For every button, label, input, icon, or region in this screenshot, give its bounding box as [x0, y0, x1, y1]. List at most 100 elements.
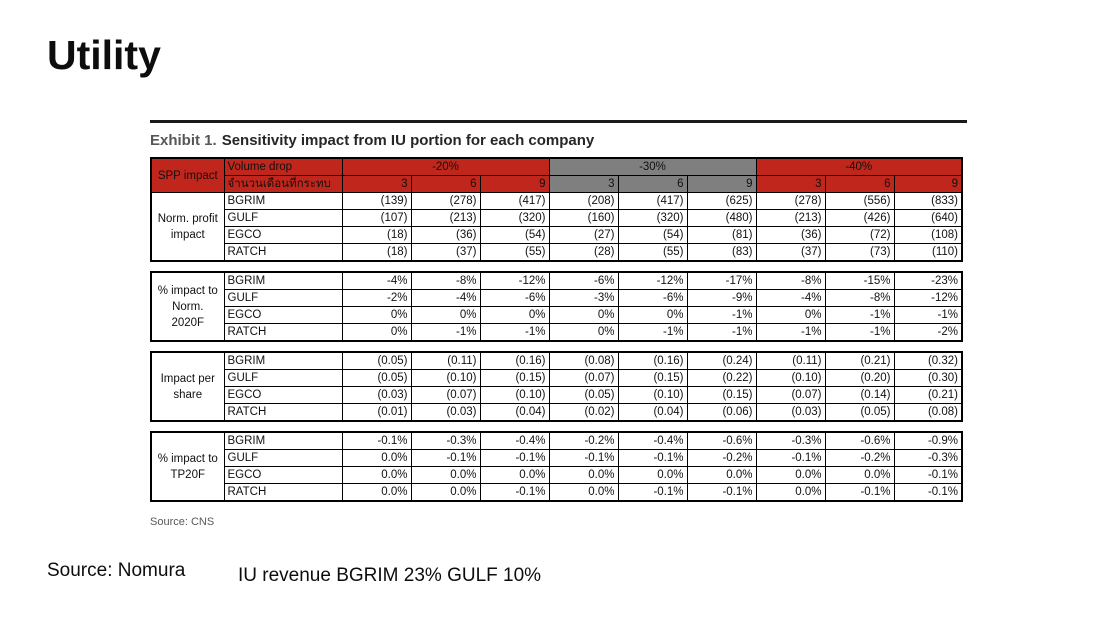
value-cell: (480)	[686, 209, 757, 227]
value-cell: 0%	[410, 306, 481, 324]
value-cell: -0.6%	[686, 431, 757, 450]
value-cell: 0.0%	[824, 466, 895, 484]
value-cell: (73)	[824, 243, 895, 262]
value-cell: -1%	[686, 306, 757, 324]
group-label-cell: % impact to TP20F	[150, 431, 225, 502]
value-cell: -8%	[824, 289, 895, 307]
value-cell: (28)	[548, 243, 619, 262]
value-cell: (108)	[893, 226, 963, 244]
table-row: RATCH 0% -1% -1% 0% -1% -1% -1% -1% -2%	[151, 323, 963, 342]
value-cell: (0.11)	[755, 351, 826, 370]
group-label-line: Impact per	[160, 372, 215, 385]
month-header-cell: 9	[479, 175, 550, 193]
value-cell: (0.10)	[617, 386, 688, 404]
value-cell: -0.1%	[617, 449, 688, 467]
value-cell: (0.11)	[410, 351, 481, 370]
value-cell: (0.16)	[479, 351, 550, 370]
value-cell: 0.0%	[548, 483, 619, 502]
group-label-line: TP20F	[170, 468, 205, 481]
value-cell: (160)	[548, 209, 619, 227]
value-cell: -0.1%	[893, 466, 963, 484]
value-cell: (0.04)	[479, 403, 550, 422]
value-cell: (107)	[341, 209, 412, 227]
value-cell: (833)	[893, 192, 963, 210]
table-row: RATCH (0.01) (0.03) (0.04) (0.02) (0.04) (0.06…	[151, 403, 963, 422]
group-label-line: % impact to	[157, 452, 218, 465]
value-cell: (0.32)	[893, 351, 963, 370]
table-row: RATCH 0.0% 0.0% -0.1% 0.0% -0.1% -0.1% 0.0% -0.1…	[151, 483, 963, 502]
company-cell: GULF	[223, 449, 343, 467]
value-cell: (0.07)	[410, 386, 481, 404]
value-cell: (0.20)	[824, 369, 895, 387]
group-label-line: Norm.	[172, 300, 204, 313]
month-header-cell: 6	[824, 175, 895, 193]
table-row: GULF -2% -4% -6% -3% -6% -9% -4% -8% -12%	[151, 289, 963, 307]
group-label-cell: Impact per share	[150, 351, 225, 422]
divider-line	[150, 120, 967, 123]
value-cell: (81)	[686, 226, 757, 244]
month-header-cell: 3	[755, 175, 826, 193]
value-cell: (278)	[410, 192, 481, 210]
value-cell: -1%	[479, 323, 550, 342]
value-cell: (0.06)	[686, 403, 757, 422]
table-row: GULF 0.0% -0.1% -0.1% -0.1% -0.1% -0.2% -0.1% -0…	[151, 449, 963, 467]
value-cell: -2%	[341, 289, 412, 307]
month-header-cell: 9	[893, 175, 963, 193]
value-cell: (83)	[686, 243, 757, 262]
exhibit-table-group-3: Impact per share BGRIM (0.05) (0.11) (0.16) (0…	[150, 351, 963, 422]
value-cell: -4%	[410, 289, 481, 307]
page-title: Utility	[47, 32, 161, 78]
value-cell: (0.10)	[479, 386, 550, 404]
value-cell: (0.24)	[686, 351, 757, 370]
company-cell: BGRIM	[223, 192, 343, 210]
value-cell: (54)	[617, 226, 688, 244]
exhibit-heading: Exhibit 1. Sensitivity impact from IU por…	[150, 132, 967, 149]
value-cell: (0.15)	[617, 369, 688, 387]
value-cell: -0.3%	[410, 431, 481, 450]
value-cell: (278)	[755, 192, 826, 210]
value-cell: 0%	[617, 306, 688, 324]
value-cell: -15%	[824, 271, 895, 290]
table-row: Impact per share BGRIM (0.05) (0.11) (0.16) (0…	[150, 351, 963, 422]
value-cell: (0.03)	[341, 386, 412, 404]
value-cell: (18)	[341, 243, 412, 262]
value-cell: -6%	[617, 289, 688, 307]
exhibit-table-group-2: % impact to Norm. 2020F BGRIM -4% -8% -12% -6% -…	[150, 271, 963, 342]
month-header-cell: 9	[686, 175, 757, 193]
company-cell: EGCO	[223, 226, 343, 244]
value-cell: (0.05)	[341, 369, 412, 387]
value-cell: (320)	[617, 209, 688, 227]
company-cell: GULF	[223, 289, 343, 307]
company-cell: GULF	[223, 369, 343, 387]
value-cell: (0.10)	[410, 369, 481, 387]
value-cell: 0.0%	[341, 483, 412, 502]
value-cell: (72)	[824, 226, 895, 244]
company-cell: GULF	[223, 209, 343, 227]
company-cell: EGCO	[223, 306, 343, 324]
value-cell: -0.1%	[341, 431, 412, 450]
value-cell: (54)	[479, 226, 550, 244]
value-cell: 0.0%	[686, 466, 757, 484]
value-cell: (0.03)	[410, 403, 481, 422]
exhibit-table-group-4: % impact to TP20F BGRIM -0.1% -0.3% -0.4% -0.2…	[150, 431, 963, 502]
value-cell: -0.3%	[893, 449, 963, 467]
exhibit-title: Sensitivity impact from IU portion for e…	[221, 132, 595, 149]
group-label-line: impact	[170, 228, 205, 241]
value-cell: (213)	[755, 209, 826, 227]
company-cell: RATCH	[223, 323, 343, 342]
value-cell: (0.21)	[893, 386, 963, 404]
value-cell: 0.0%	[410, 483, 481, 502]
value-cell: (27)	[548, 226, 619, 244]
value-cell: -0.2%	[824, 449, 895, 467]
table-row: GULF (0.05) (0.10) (0.15) (0.07) (0.15) (0.22)…	[151, 369, 963, 387]
value-cell: (417)	[479, 192, 550, 210]
value-cell: (37)	[410, 243, 481, 262]
value-cell: -1%	[824, 323, 895, 342]
value-cell: (0.07)	[755, 386, 826, 404]
value-cell: (320)	[479, 209, 550, 227]
header-row-months: จำนวนเดือนที่กระทบ 3 6 9 3 6 9 3 6 9	[151, 175, 963, 193]
value-cell: 0%	[548, 323, 619, 342]
value-cell: (426)	[824, 209, 895, 227]
value-cell: 0%	[755, 306, 826, 324]
value-cell: -8%	[755, 271, 826, 290]
